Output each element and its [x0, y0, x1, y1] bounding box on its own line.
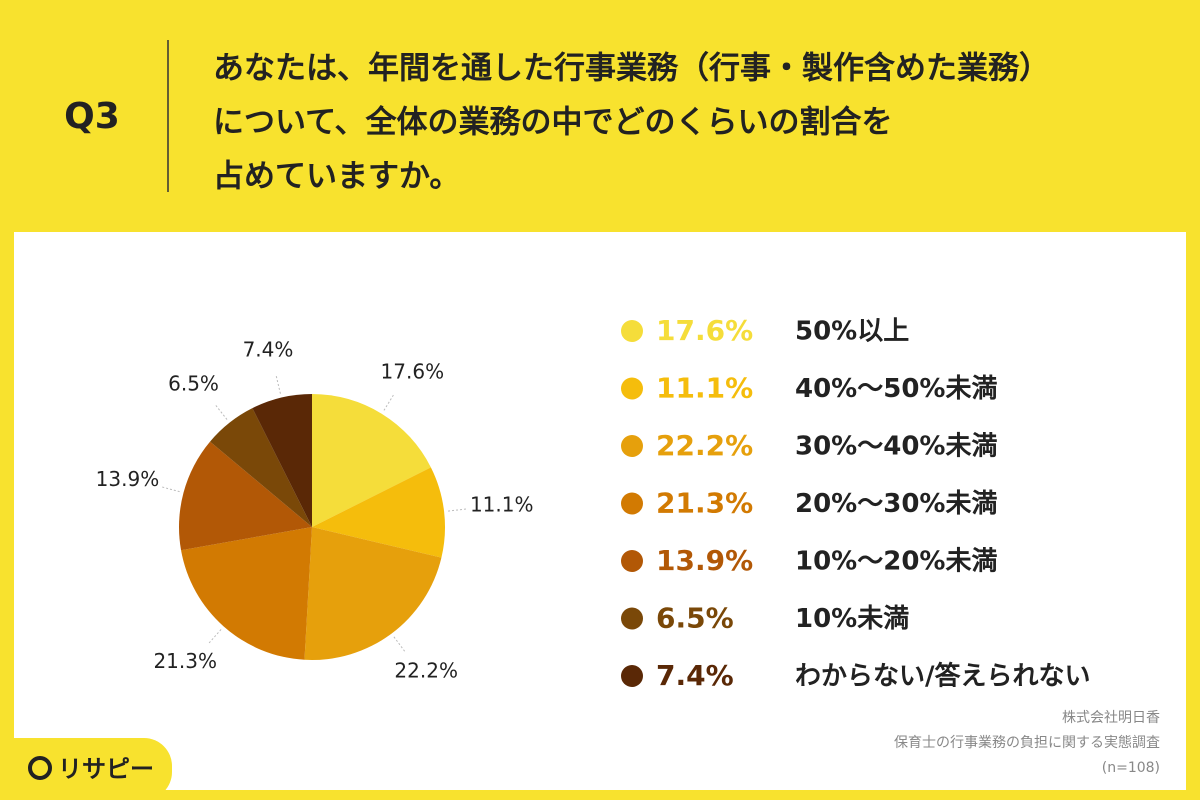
- leader-line: [160, 486, 180, 493]
- brand: リサピー: [58, 755, 154, 783]
- legend-swatch: [621, 665, 643, 687]
- leader-line: [275, 374, 281, 394]
- legend-swatch: [621, 607, 643, 630]
- question-number: Q3: [64, 96, 120, 137]
- logo-tab: [0, 738, 172, 800]
- logo-icon: [28, 756, 52, 780]
- pie-slice: [210, 408, 312, 527]
- data-label: 6.5%: [168, 372, 219, 396]
- legend-label: 50%以上: [795, 317, 909, 347]
- legend-label: わからない/答えられない: [795, 661, 1091, 692]
- legend-label: 20%〜30%未満: [795, 489, 997, 519]
- pie-slice: [304, 527, 442, 660]
- legend-label: 10%〜20%未満: [795, 547, 997, 577]
- source-line: 保育士の行事業務の負担に関する実態調査: [894, 735, 1160, 751]
- legend-value: 13.9%: [656, 544, 753, 577]
- legend-value: 21.3%: [656, 487, 753, 520]
- legend-value: 6.5%: [656, 602, 734, 635]
- legend-swatch: [621, 320, 643, 342]
- data-label: 13.9%: [96, 467, 160, 491]
- legend-label: 40%〜50%未満: [795, 374, 997, 404]
- legend-value: 17.6%: [656, 314, 753, 347]
- legend-value: 22.2%: [656, 429, 753, 462]
- leader-line: [393, 636, 407, 654]
- data-label: 21.3%: [153, 649, 217, 673]
- title-line: あなたは、年間を通した行事業務（行事・製作含めた業務）: [213, 51, 1050, 87]
- legend-swatch: [621, 492, 643, 515]
- title-line: 占めていますか。: [213, 159, 460, 195]
- data-label: 7.4%: [243, 337, 294, 361]
- data-label: 17.6%: [381, 359, 445, 383]
- legend-value: 7.4%: [656, 659, 734, 692]
- pie-slice: [178, 441, 312, 551]
- source-line: 株式会社明日香: [1062, 710, 1160, 726]
- data-label: 22.2%: [394, 659, 458, 683]
- title-line: について、全体の業務の中でどのくらいの割合を: [213, 105, 893, 141]
- leader-line: [207, 629, 222, 645]
- data-label: 11.1%: [470, 493, 534, 517]
- legend-value: 11.1%: [656, 372, 753, 405]
- logo-tab-edge: [0, 738, 40, 800]
- leader-line: [448, 508, 468, 512]
- legend-swatch: [621, 377, 643, 400]
- legend-swatch: [621, 550, 643, 572]
- legend-label: 10%未満: [795, 604, 909, 634]
- pie-slice: [312, 467, 446, 558]
- pie-slice: [312, 394, 431, 527]
- source-line: (n=108): [1102, 760, 1160, 776]
- legend-swatch: [621, 435, 643, 457]
- legend-label: 30%〜40%未満: [795, 432, 997, 462]
- pie-slice: [181, 527, 312, 660]
- leader-line: [214, 403, 228, 420]
- pie-slice: [252, 394, 312, 527]
- leader-line: [383, 393, 395, 411]
